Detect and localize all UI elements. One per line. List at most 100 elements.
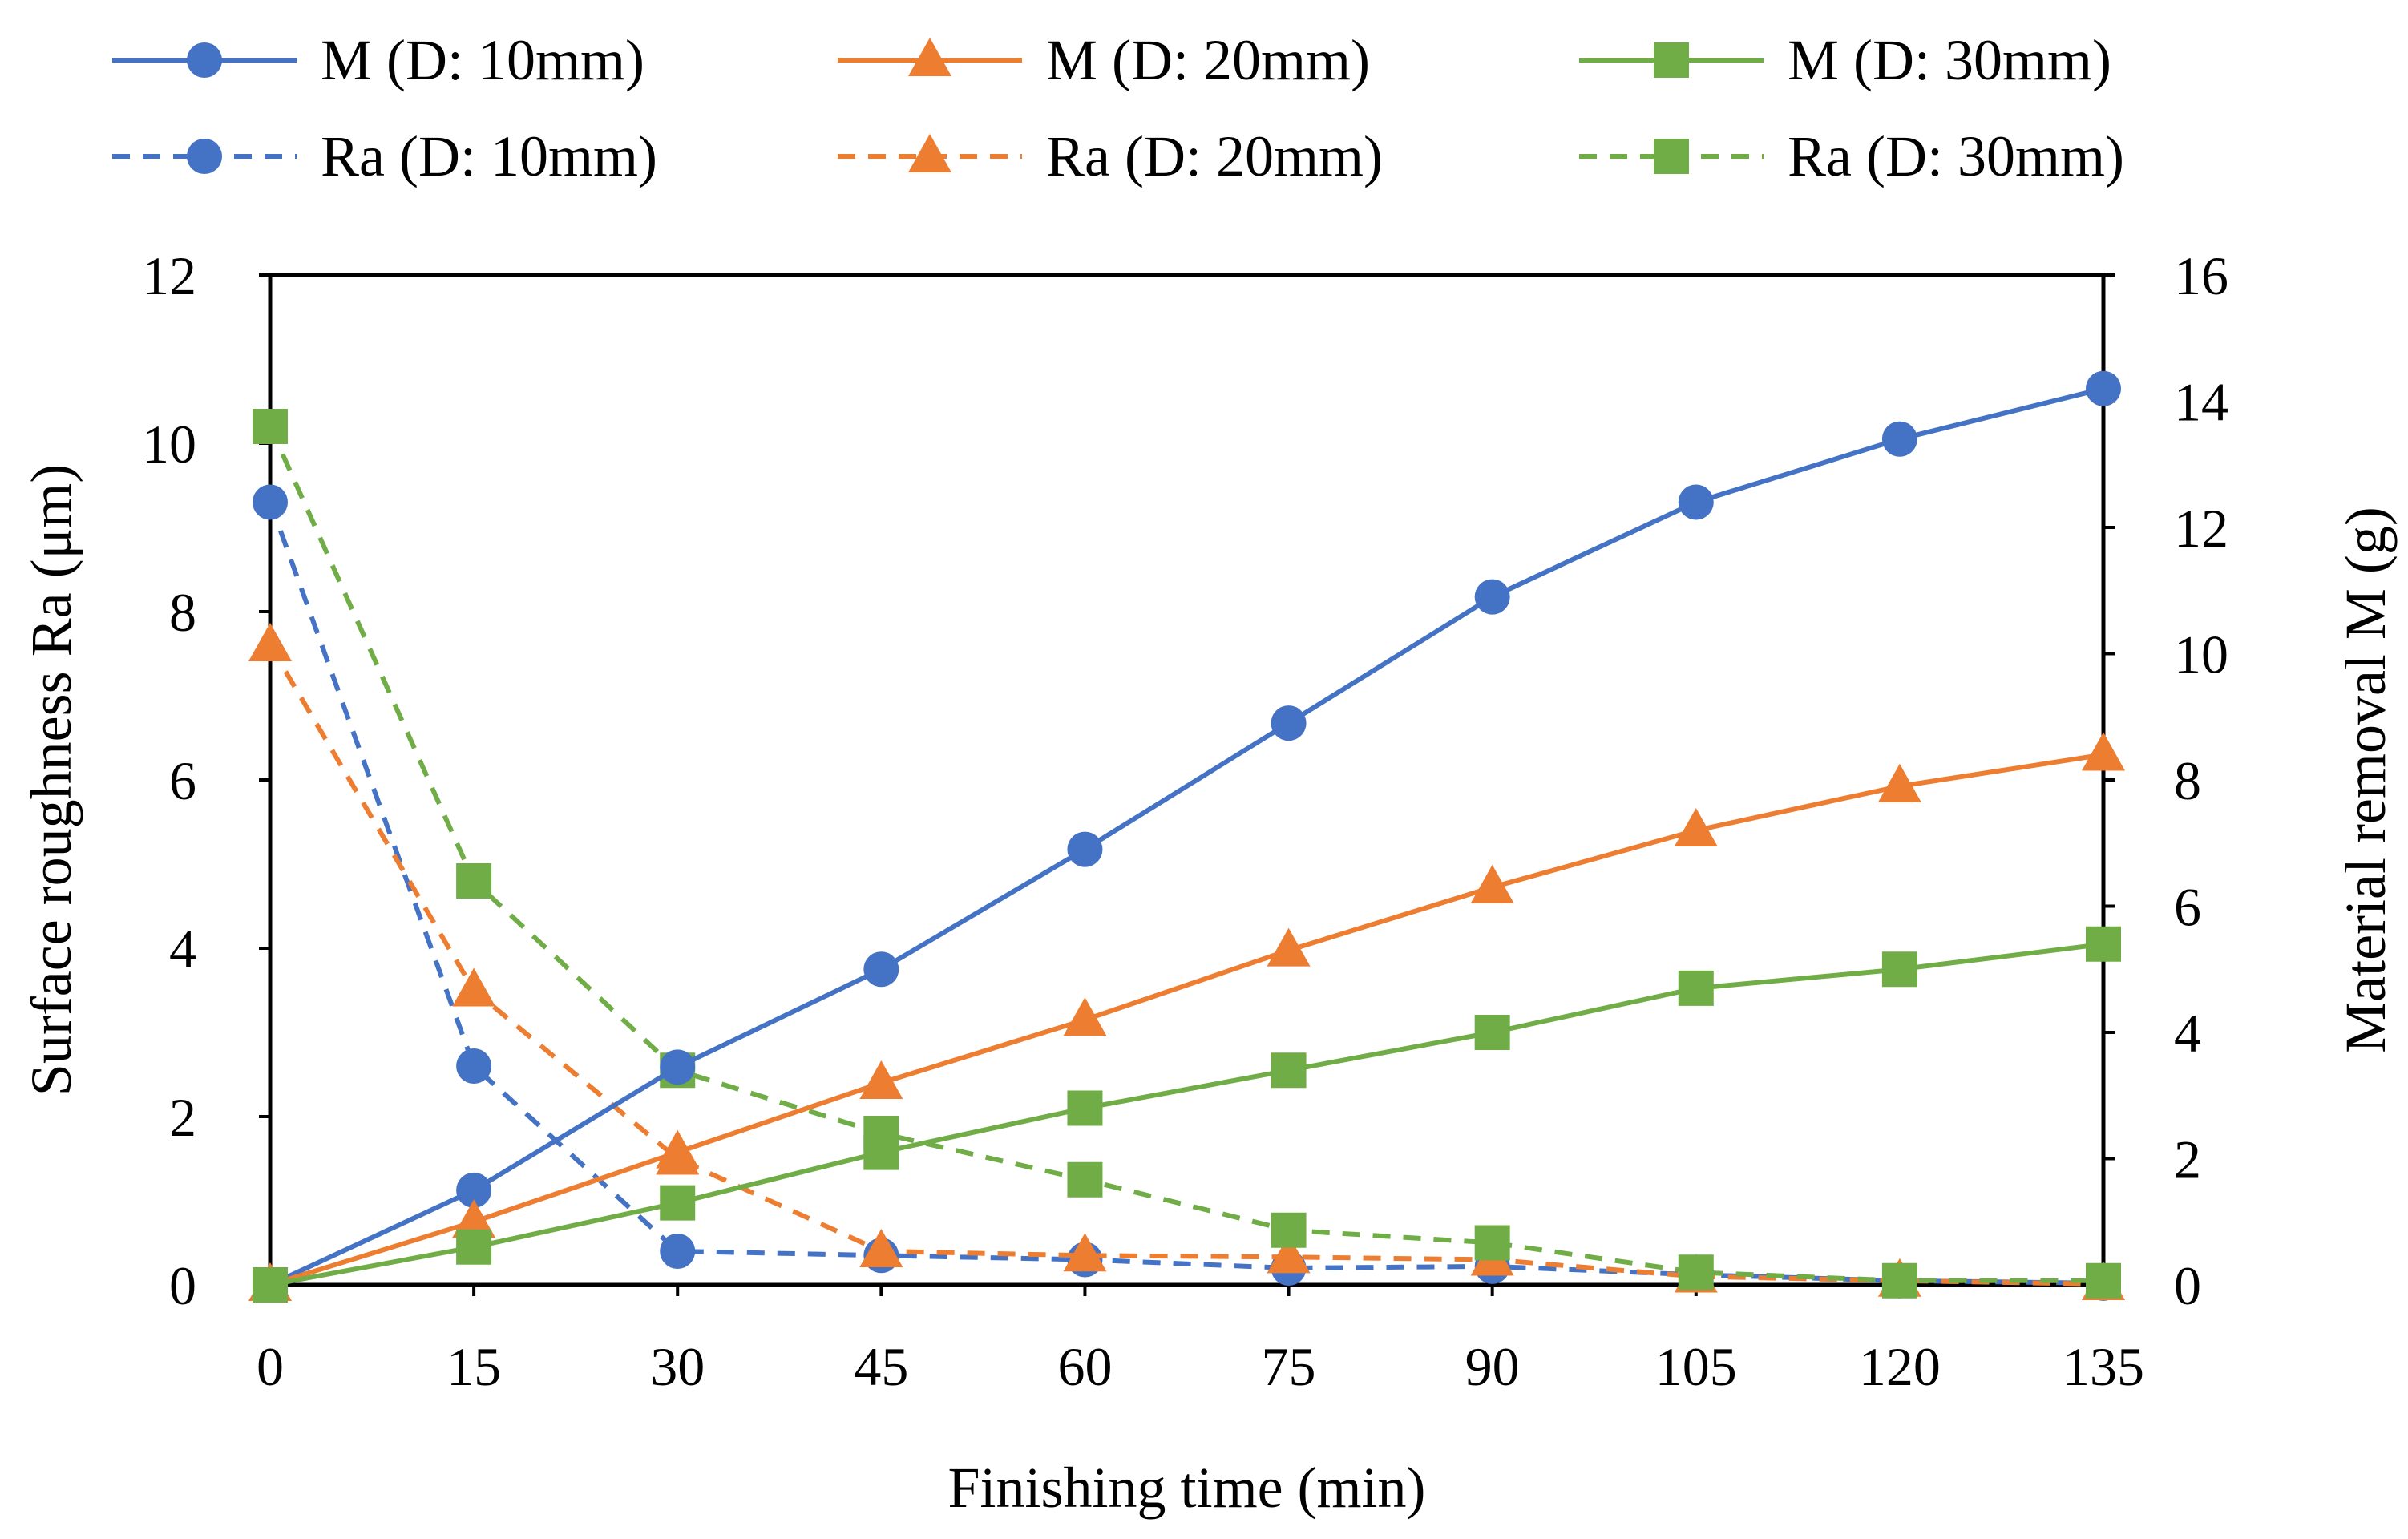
data-point <box>1271 1212 1307 1248</box>
legend-label: M (D: 20mm) <box>1046 28 1370 92</box>
series-line <box>269 386 2104 1287</box>
data-point <box>1881 951 1917 988</box>
series-ra-d-30mm <box>253 409 2121 1299</box>
legend-marker <box>1654 139 1689 174</box>
y-right-tick-label: 4 <box>2174 1003 2201 1064</box>
x-tick-label: 15 <box>446 1336 501 1397</box>
x-tick-label: 120 <box>1859 1336 1941 1397</box>
series-m-d-30mm <box>253 926 2121 1303</box>
data-point <box>660 1234 696 1269</box>
data-point <box>253 409 288 444</box>
y-axis-left-title: Surface roughness Ra (μm) <box>19 464 83 1096</box>
data-point <box>2086 926 2121 962</box>
legend-item-ra-d-10mm: Ra (D: 10mm) <box>112 124 657 188</box>
y-right-tick-label: 2 <box>2174 1129 2201 1190</box>
x-tick-label: 75 <box>1262 1336 1316 1397</box>
data-point <box>1067 1090 1103 1126</box>
data-point <box>456 1229 492 1265</box>
data-point <box>1267 1234 1311 1274</box>
legend-item-ra-d-20mm: Ra (D: 20mm) <box>838 124 1383 188</box>
series-m-d-20mm <box>248 732 2125 1301</box>
x-tick-label: 135 <box>2063 1336 2144 1397</box>
series-line <box>269 941 2104 1287</box>
data-point <box>2086 370 2121 406</box>
data-point <box>859 1229 903 1267</box>
data-point <box>660 1185 696 1221</box>
legend-item-m-d-10mm: M (D: 10mm) <box>112 28 644 92</box>
x-tick-label: 0 <box>257 1336 284 1397</box>
data-point <box>863 1134 899 1170</box>
legend-item-m-d-20mm: M (D: 20mm) <box>838 28 1370 92</box>
legend-marker <box>187 42 222 78</box>
series-line <box>268 644 2104 1287</box>
data-point <box>859 1060 903 1099</box>
data-point <box>1881 421 1917 457</box>
y-right-tick-label: 10 <box>2174 624 2228 685</box>
legend-label: Ra (D: 30mm) <box>1788 124 2124 188</box>
data-point <box>1067 831 1103 867</box>
data-point <box>2086 1262 2121 1299</box>
y-right-tick-label: 14 <box>2174 372 2228 433</box>
data-point <box>1063 997 1107 1036</box>
data-point <box>1063 1233 1107 1272</box>
legend-marker <box>187 139 222 174</box>
axis-ticks: 0 15 30 45 60 75 90 105 120 135024681012024681012… <box>142 245 2228 1397</box>
data-point <box>656 1129 700 1169</box>
y-right-tick-label: 8 <box>2174 750 2201 811</box>
data-point <box>1470 864 1514 903</box>
data-point <box>1674 808 1718 846</box>
y-left-tick-label: 6 <box>169 750 196 811</box>
data-point <box>452 1199 496 1238</box>
x-tick-label: 60 <box>1057 1336 1112 1397</box>
data-point <box>253 484 288 520</box>
series-line <box>268 425 2103 1283</box>
x-tick-label: 90 <box>1465 1336 1520 1397</box>
data-point <box>248 623 292 661</box>
plot-area <box>268 273 2106 1287</box>
legend-item-m-d-30mm: M (D: 30mm) <box>1579 28 2111 92</box>
legend-item-ra-d-30mm: Ra (D: 30mm) <box>1579 124 2124 188</box>
data-point <box>863 951 899 988</box>
y-left-tick-label: 12 <box>142 245 196 306</box>
series-ra-d-10mm <box>253 484 2121 1301</box>
y-right-tick-label: 6 <box>2174 877 2201 938</box>
data-point <box>1474 579 1510 615</box>
y-right-tick-label: 12 <box>2174 498 2228 559</box>
data-point <box>456 863 492 899</box>
legend: M (D: 10mm) M (D: 20mm) M (D: 30mm) Ra (D: … <box>112 28 2124 188</box>
series-ra-d-20mm <box>248 623 2125 1300</box>
series-line <box>269 752 2104 1287</box>
x-axis-title: Finishing time (min) <box>947 1456 1425 1520</box>
data-point <box>1881 1262 1917 1299</box>
x-tick-label: 45 <box>854 1336 908 1397</box>
series-m-d-10mm <box>253 370 2121 1303</box>
data-point <box>452 967 496 1007</box>
y-left-tick-label: 8 <box>169 582 196 643</box>
data-point <box>1474 1015 1510 1050</box>
y-right-tick-label: 16 <box>2174 245 2228 306</box>
legend-label: M (D: 10mm) <box>321 28 644 92</box>
data-point <box>1474 1225 1510 1261</box>
y-left-tick-label: 0 <box>169 1255 196 1316</box>
data-point <box>1067 1161 1103 1198</box>
data-point <box>1877 763 1921 802</box>
x-tick-label: 30 <box>650 1336 705 1397</box>
x-tick-label: 105 <box>1655 1336 1737 1397</box>
data-point <box>456 1048 492 1084</box>
legend-marker <box>908 134 951 172</box>
y-left-tick-label: 2 <box>169 1087 196 1148</box>
legend-label: Ra (D: 20mm) <box>1046 124 1383 188</box>
series-layer <box>248 370 2125 1303</box>
y-axis-right-title: Material removal M (g) <box>2333 507 2398 1053</box>
data-point <box>1271 1052 1307 1089</box>
legend-label: Ra (D: 10mm) <box>321 124 657 188</box>
data-point <box>1271 705 1307 741</box>
data-point <box>1678 1254 1714 1291</box>
legend-marker <box>1654 42 1689 78</box>
legend-marker <box>908 38 951 76</box>
data-point <box>1267 927 1311 967</box>
legend-label: M (D: 30mm) <box>1788 28 2111 92</box>
data-point <box>456 1172 492 1208</box>
y-left-tick-label: 10 <box>142 414 196 475</box>
